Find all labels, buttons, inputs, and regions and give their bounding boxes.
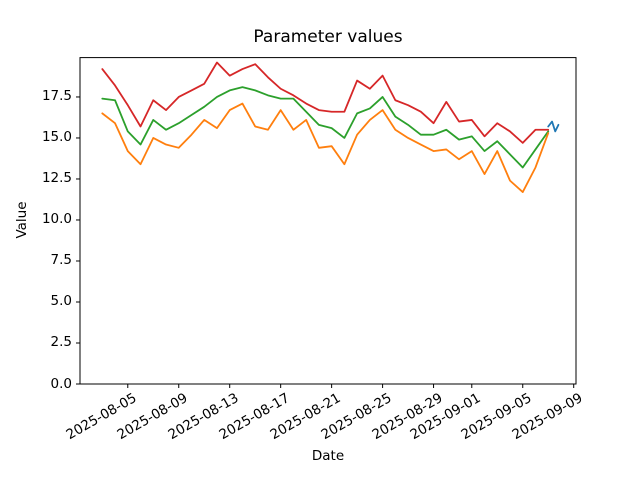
y-tick-label: 7.5	[50, 252, 72, 269]
y-tick-label: 5.0	[50, 293, 72, 310]
y-tick-label: 2.5	[50, 334, 72, 351]
y-tick-label: 12.5	[41, 170, 72, 187]
y-tick-label: 10.0	[41, 211, 72, 228]
green-line	[101, 86, 550, 169]
y-tick-label: 0.0	[50, 375, 72, 392]
chart-title: Parameter values	[253, 27, 403, 47]
red-line	[101, 61, 550, 144]
x-axis-label: Date	[311, 448, 345, 464]
axes-spines	[79, 57, 577, 385]
blue-line	[547, 120, 560, 133]
y-tick-label: 17.5	[41, 88, 72, 105]
orange-line	[101, 102, 550, 194]
y-tick-label: 15.0	[41, 129, 72, 146]
